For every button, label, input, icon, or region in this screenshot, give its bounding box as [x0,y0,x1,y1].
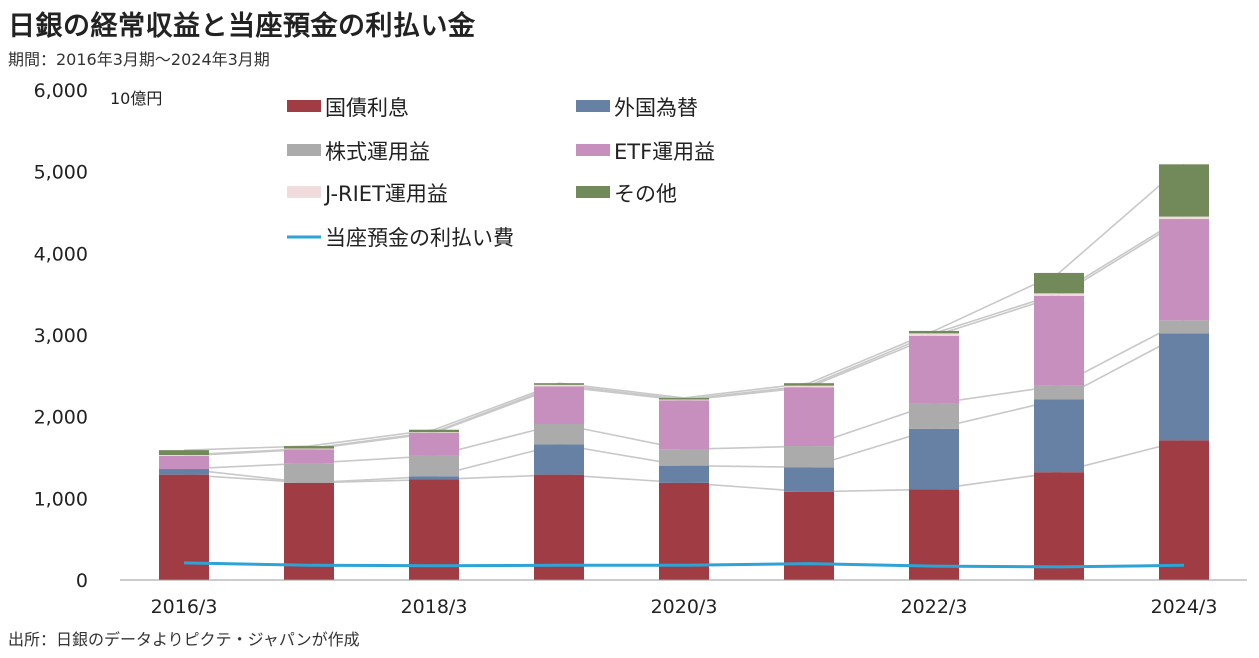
bar-segment [409,433,459,456]
legend-label: 当座預金の利払い費 [325,226,514,250]
legend-label: J-RIET運用益 [323,182,448,206]
bar-segment [784,387,834,447]
bar-segment [784,383,834,386]
legend-swatch [576,144,610,156]
bar-segment [784,385,834,388]
source-note: 出所：日銀のデータよりピクテ・ジャパンが作成 [8,630,360,649]
bar-segment [159,455,209,456]
y-tick-label: 1,000 [34,488,88,510]
bar-segment [909,333,959,336]
bar-segment [1159,320,1209,334]
y-tick-label: 3,000 [34,325,88,347]
bar-segment [659,400,709,450]
bar-segment [1034,472,1084,580]
legend-label: その他 [614,182,677,206]
bar-segment [1034,399,1084,473]
legend-label: 外国為替 [614,96,698,120]
bar-segment [784,446,834,468]
bar-segment [909,330,959,334]
x-tick-label: 2022/3 [901,596,968,618]
y-tick-label: 2,000 [34,407,88,429]
bar-segment [409,479,459,580]
bar-segment [534,386,584,425]
bar-segment [409,432,459,433]
y-axis-ticks: 0 1,000 2,000 3,000 4,000 5,000 6,000 [34,80,88,592]
legend-label: 国債利息 [325,96,409,120]
bar-segment [659,465,709,483]
bar-segment [159,450,209,456]
bar-segment [1034,272,1084,294]
legend-swatch [576,100,610,112]
bar-segment [534,384,584,387]
bar-segment [409,429,459,433]
y-tick-label: 6,000 [34,80,88,102]
bar-segment [159,468,209,475]
legend-swatch [287,186,321,198]
bar-segment [784,467,834,492]
bars [159,164,1209,580]
bar-segment [909,335,959,404]
y-tick-label: 4,000 [34,243,88,265]
bar-segment [1034,385,1084,400]
bar-segment [1159,164,1209,217]
bar-segment [284,448,334,450]
legend-label: 株式運用益 [325,140,430,164]
legend-swatch [576,186,610,198]
x-tick-label: 2016/3 [151,596,218,618]
y-tick-label: 0 [76,570,88,592]
bar-segment [1159,440,1209,580]
bar-segment [534,474,584,580]
chart-title: 日銀の経常収益と当座預金の利払い金 [8,11,476,42]
bar-segment [534,383,584,385]
bar-segment [909,403,959,429]
bar-segment [284,463,334,483]
bar-segment [1159,219,1209,321]
bar-segment [284,446,334,449]
legend-label: ETF運用益 [614,140,715,164]
line-series-interest-payments [183,561,1185,569]
bar-segment [1159,333,1209,441]
bar-segment [659,449,709,466]
bar-segment [1034,295,1084,386]
bar-segment [409,455,459,477]
y-tick-label: 5,000 [34,162,88,184]
chart-subtitle: 期間：2016年3月期〜2024年3月期 [8,50,270,69]
x-tick-label: 2020/3 [651,596,718,618]
bar-segment [1034,293,1084,296]
bar-segment [409,476,459,480]
legend-swatch [287,144,321,156]
bar-segment [659,397,709,400]
bar-segment [534,424,584,445]
x-axis-ticks: 2016/3 2018/3 2020/3 2022/3 2024/3 [151,596,1218,618]
bar-segment [1159,216,1209,220]
bar-segment [284,449,334,464]
bar-segment [534,444,584,475]
bar-segment [784,491,834,580]
bar-segment [659,399,709,401]
x-tick-label: 2024/3 [1151,596,1218,618]
legend-swatch [287,100,321,112]
bar-segment [909,428,959,490]
bar-segment [159,455,209,469]
y-unit-label: 10億円 [110,89,162,108]
x-tick-label: 2018/3 [401,596,468,618]
